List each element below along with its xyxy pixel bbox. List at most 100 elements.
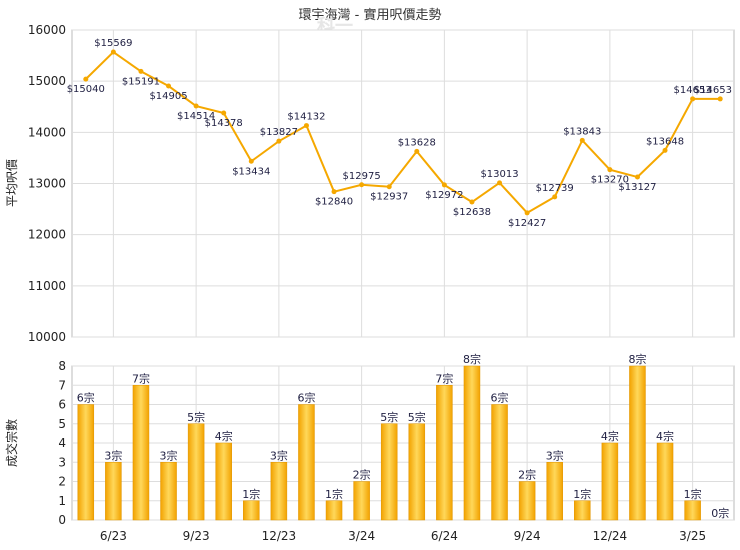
price-data-label: $13843 <box>563 126 601 137</box>
price-point <box>441 182 447 188</box>
volume-bar <box>656 442 674 521</box>
price-point <box>497 180 503 186</box>
price-tick-label: 15000 <box>28 74 66 88</box>
volume-data-label: 8宗 <box>628 352 646 366</box>
volume-bar <box>132 385 150 521</box>
price-data-label: $13827 <box>260 127 298 138</box>
price-data-label: $13648 <box>646 136 684 147</box>
volume-bar <box>105 462 122 521</box>
price-point <box>717 96 723 102</box>
volume-data-label: 6宗 <box>77 391 95 405</box>
price-point <box>110 49 116 55</box>
month-tick-label: 3/24 <box>348 529 375 543</box>
volume-bar <box>77 404 95 521</box>
price-data-label: $12739 <box>536 183 574 194</box>
volume-bar <box>270 462 288 521</box>
price-data-label: $15569 <box>94 38 132 49</box>
volume-bar <box>601 442 619 521</box>
price-point <box>414 148 420 154</box>
volume-data-label: 2宗 <box>353 468 371 482</box>
month-tick-label: 9/24 <box>514 529 541 543</box>
volume-data-label: 5宗 <box>408 410 426 424</box>
price-tick-label: 13000 <box>28 177 66 191</box>
volume-tick-label: 7 <box>58 378 66 392</box>
volume-bar <box>629 365 646 521</box>
volume-bar <box>160 462 177 521</box>
volume-data-label: 1宗 <box>242 487 260 501</box>
volume-data-label: 2宗 <box>518 468 536 482</box>
volume-data-label: 1宗 <box>325 487 343 501</box>
price-point <box>359 182 365 188</box>
price-data-label: $14653 <box>674 85 712 96</box>
volume-bar <box>436 385 453 521</box>
volume-tick-label: 4 <box>58 436 66 450</box>
price-point <box>662 147 668 153</box>
volume-bar <box>518 481 536 521</box>
volume-bar <box>380 423 398 521</box>
volume-data-label: 4宗 <box>215 429 233 443</box>
volume-tick-label: 0 <box>58 513 66 527</box>
price-point <box>579 137 585 143</box>
price-data-label: $14132 <box>287 112 325 123</box>
volume-data-label: 7宗 <box>132 371 150 385</box>
price-data-label: $14514 <box>177 111 215 122</box>
price-data-label: $14653 <box>694 85 732 96</box>
price-tick-label: 14000 <box>28 125 66 139</box>
volume-tick-label: 8 <box>58 359 66 373</box>
price-data-label: $13013 <box>480 169 518 180</box>
volume-data-label: 7宗 <box>435 371 453 385</box>
price-data-label: $13434 <box>232 166 270 177</box>
volume-bar <box>546 462 563 521</box>
price-data-label: $15191 <box>122 76 160 87</box>
price-point <box>331 189 337 195</box>
month-tick-label: 3/25 <box>679 529 706 543</box>
month-tick-label: 12/23 <box>262 529 297 543</box>
volume-bar <box>215 442 232 521</box>
volume-data-label: 1宗 <box>573 487 591 501</box>
volume-tick-label: 6 <box>58 398 66 412</box>
price-data-label: $13270 <box>591 175 629 186</box>
price-tick-label: 10000 <box>28 330 66 344</box>
chart-title: 環宇海灣 - 實用呎價走勢 <box>299 7 442 23</box>
volume-bar <box>325 500 343 521</box>
price-data-label: $12972 <box>425 190 463 201</box>
volume-data-label: 0宗 <box>711 506 729 520</box>
volume-data-label: 5宗 <box>380 410 398 424</box>
month-tick-label: 12/24 <box>593 529 628 543</box>
volume-bar <box>574 500 591 521</box>
volume-tick-label: 5 <box>58 417 66 431</box>
volume-bar <box>298 404 315 521</box>
price-data-label: $12937 <box>370 192 408 203</box>
volume-tick-label: 3 <box>58 455 66 469</box>
month-tick-label: 9/23 <box>183 529 210 543</box>
price-axis-label: 平均呎價 <box>5 159 19 207</box>
volume-bar <box>187 423 205 521</box>
volume-data-label: 3宗 <box>104 448 122 462</box>
price-point <box>138 68 144 74</box>
price-tick-label: 16000 <box>28 23 66 37</box>
price-series-line <box>85 50 721 215</box>
price-point <box>524 210 530 216</box>
volume-bar <box>353 481 370 521</box>
volume-data-label: 4宗 <box>656 429 674 443</box>
volume-tick-label: 2 <box>58 475 66 489</box>
price-point <box>552 194 558 200</box>
volume-data-label: 1宗 <box>684 487 702 501</box>
volume-bar <box>684 500 701 521</box>
price-point <box>634 174 640 180</box>
volume-data-label: 6宗 <box>491 391 509 405</box>
volume-data-label: 4宗 <box>601 429 619 443</box>
price-point <box>166 83 172 89</box>
price-data-label: $12840 <box>315 197 353 208</box>
price-data-label: $14378 <box>205 118 243 129</box>
volume-tick-label: 1 <box>58 494 66 508</box>
price-data-label: $12638 <box>453 207 491 218</box>
volume-axis-label: 成交宗數 <box>4 419 19 467</box>
price-data-label: $14905 <box>149 91 187 102</box>
volume-bar <box>408 423 426 521</box>
volume-bar <box>463 365 481 521</box>
volume-data-label: 3宗 <box>546 448 564 462</box>
price-data-label: $13127 <box>618 182 656 193</box>
month-tick-label: 6/24 <box>431 529 458 543</box>
